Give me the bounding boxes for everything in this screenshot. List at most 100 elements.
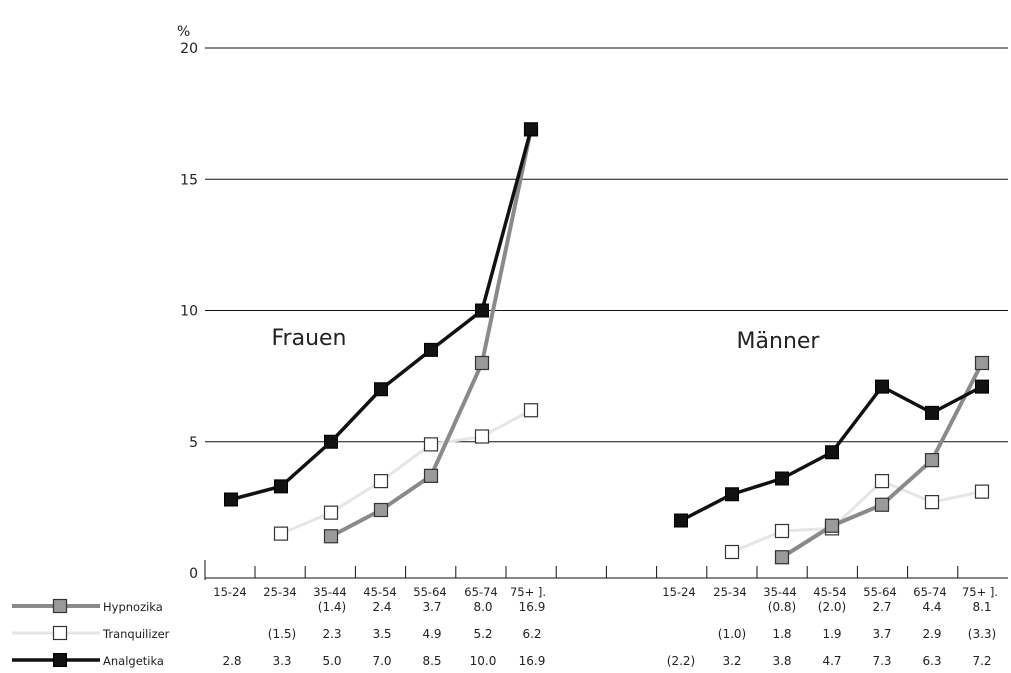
data-point-tra: [373, 474, 389, 489]
data-point-ana: [324, 434, 338, 449]
data-point-ana: [875, 379, 889, 394]
legend-marker-tra: [52, 625, 68, 641]
table-value-ana: 7.2: [972, 654, 991, 668]
table-value-tra: 5.2: [473, 627, 492, 641]
data-point-tra: [523, 403, 539, 418]
data-point-tra: [474, 429, 490, 444]
data-point-hyp: [323, 529, 339, 544]
data-point-ana: [274, 479, 288, 494]
y-tick-label: 20: [180, 41, 198, 57]
data-point-hyp: [474, 355, 490, 371]
x-category-label: 15-24: [662, 585, 695, 599]
data-point-tra: [974, 484, 990, 499]
panel-title: Männer: [737, 329, 821, 354]
data-point-tra: [924, 495, 940, 510]
data-point-ana: [524, 122, 538, 137]
x-category-label: 45-54: [813, 585, 846, 599]
x-category-label: 25-34: [263, 585, 296, 599]
legend-label-tra: Tranquilizer: [102, 627, 170, 641]
table-value-ana: (2.2): [667, 654, 695, 668]
series-line-tra: [731, 479, 983, 554]
x-category-labels: 15-24 25-34 35-44 45-54 55-64 65-74 75+ ]. 15-2…: [213, 585, 998, 599]
panel-title: Frauen: [271, 326, 346, 351]
table-value-hyp: 4.4: [922, 600, 941, 614]
table-value-ana: 5.0: [322, 654, 341, 668]
table-value-hyp: 2.4: [372, 600, 391, 614]
table-value-hyp: (0.8): [768, 600, 796, 614]
table-value-tra: (1.0): [718, 627, 746, 641]
y-tick-label: 5: [189, 435, 198, 451]
table-value-tra: (3.3): [968, 627, 996, 641]
data-point-hyp: [824, 518, 840, 533]
data-point-tra: [273, 526, 289, 541]
table-value-ana: 3.2: [722, 654, 741, 668]
table-value-tra: 3.7: [872, 627, 891, 641]
series-line-tra: [280, 408, 532, 536]
x-category-label: 65-74: [464, 585, 497, 599]
table-value-ana: 3.8: [772, 654, 791, 668]
table-value-hyp: (1.4): [318, 600, 346, 614]
table-value-hyp: 2.7: [872, 600, 891, 614]
table-value-ana: 4.7: [822, 654, 841, 668]
data-point-ana: [775, 471, 789, 486]
data-point-ana: [475, 303, 489, 318]
data-point-ana: [224, 492, 238, 507]
series-markers: [224, 122, 990, 565]
data-point-ana: [975, 379, 989, 394]
data-point-hyp: [423, 468, 439, 483]
table-value-tra: 2.9: [922, 627, 941, 641]
x-category-label: 75+ ].: [510, 585, 546, 599]
x-category-label: 55-64: [863, 585, 896, 599]
data-point-hyp: [373, 502, 389, 518]
y-tick-label: 10: [180, 304, 198, 320]
data-point-tra: [774, 523, 790, 539]
y-unit-label: %: [177, 24, 190, 40]
x-category-label: 35-44: [763, 585, 796, 599]
table-value-tra: 1.8: [772, 627, 791, 641]
table-value-ana: 3.3: [272, 654, 291, 668]
x-category-label: 75+ ].: [962, 585, 998, 599]
data-point-hyp: [924, 453, 940, 468]
y-tick-label: 15: [180, 172, 198, 188]
table-value-hyp: 8.1: [972, 600, 991, 614]
table-value-ana: 10.0: [470, 654, 497, 668]
table-value-tra: 3.5: [372, 627, 391, 641]
table-value-ana: 16.9: [519, 654, 546, 668]
legend-marker-ana: [53, 653, 67, 667]
data-point-ana: [725, 487, 739, 502]
x-category-label: 65-74: [913, 585, 946, 599]
table-value-ana: 6.3: [922, 654, 941, 668]
data-point-hyp: [974, 355, 990, 371]
legend-label-ana: Analgetika: [103, 654, 164, 668]
x-category-label: 45-54: [363, 585, 396, 599]
data-point-ana: [925, 405, 939, 420]
x-category-label: 15-24: [213, 585, 246, 599]
legend: Hypnozika Tranquilizer Analgetika: [12, 598, 170, 668]
data-point-ana: [825, 445, 839, 460]
table-value-hyp: (2.0): [818, 600, 846, 614]
table-value-ana: 8.5: [422, 654, 441, 668]
table-value-tra: (1.5): [268, 627, 296, 641]
table-value-ana: 7.0: [372, 654, 391, 668]
table-value-tra: 6.2: [522, 627, 541, 641]
x-category-label: 25-34: [713, 585, 746, 599]
data-point-hyp: [874, 497, 890, 512]
data-point-tra: [724, 544, 740, 560]
y-tick-label: 0: [189, 566, 198, 582]
data-point-ana: [424, 342, 438, 357]
data-point-tra: [423, 437, 439, 452]
table-value-tra: 4.9: [422, 627, 441, 641]
data-point-hyp: [774, 550, 790, 565]
data-point-tra: [874, 474, 890, 489]
table-value-tra: 1.9: [822, 627, 841, 641]
table-value-ana: 2.8: [222, 654, 241, 668]
axes: [204, 560, 1008, 580]
value-table: (1.4) 2.4 3.7 8.0 16.9 (1.5) 2.3 3.5 4.9 5.2 6.2 2.…: [222, 600, 996, 668]
data-point-ana: [674, 513, 688, 528]
table-value-ana: 7.3: [872, 654, 891, 668]
legend-label-hyp: Hypnozika: [103, 600, 163, 614]
table-value-hyp: 16.9: [519, 600, 546, 614]
data-point-ana: [374, 382, 388, 397]
table-value-hyp: 8.0: [473, 600, 492, 614]
